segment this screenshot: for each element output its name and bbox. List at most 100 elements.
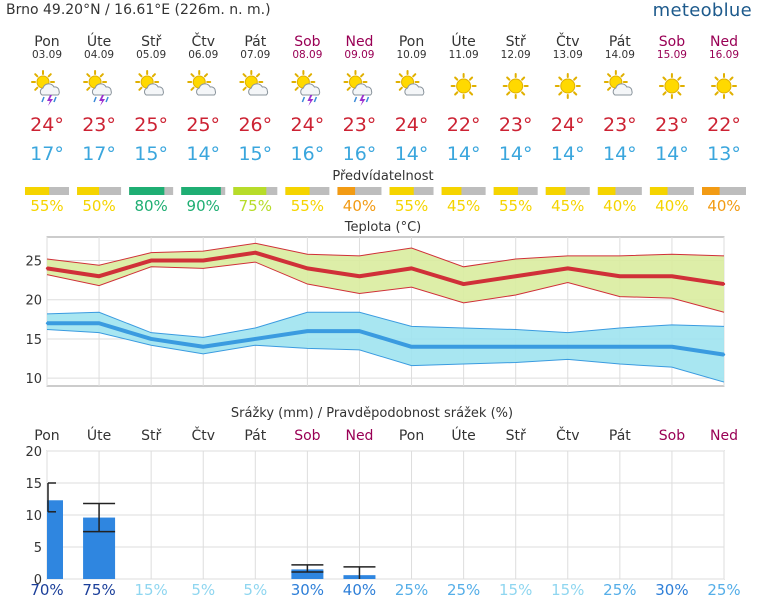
sun-ray xyxy=(294,73,299,78)
predictability-title: Předvídatelnost xyxy=(332,169,433,184)
sun-cloud-thunder-rain-icon xyxy=(343,70,373,106)
rain-drop xyxy=(93,96,97,103)
precipitation-probability: 25% xyxy=(395,581,428,599)
max-temperature: 23° xyxy=(655,114,689,136)
max-temperature: 22° xyxy=(707,114,741,136)
sun-ray xyxy=(138,86,143,91)
min-temperature: 14° xyxy=(655,143,689,165)
sun-ray xyxy=(677,91,682,96)
rain-drop xyxy=(353,96,358,103)
max-temperature: 25° xyxy=(186,114,220,136)
day-name: Čtv xyxy=(191,32,215,50)
tmax-temperature-point xyxy=(358,275,361,278)
max-temperature: 22° xyxy=(447,114,481,136)
tmax-temperature-point xyxy=(97,275,101,278)
rain-drop xyxy=(301,96,306,103)
precipitation-day-name: Ned xyxy=(710,428,738,444)
tmin-temperature-point xyxy=(202,345,205,348)
tmax-temperature-point xyxy=(254,251,257,254)
predictability-bar-track xyxy=(545,187,590,195)
sun-ray xyxy=(454,91,459,96)
precipitation-day-name: Sob xyxy=(659,428,685,444)
brand-logo: meteoblue xyxy=(652,0,752,21)
temperature-tick-label: 20 xyxy=(25,294,42,309)
predictability-bar-fill xyxy=(285,187,310,195)
predictability-value: 55% xyxy=(499,197,532,215)
tmax-temperature-point xyxy=(306,267,309,270)
min-temperature: 14° xyxy=(499,143,533,165)
tmin-temperature-point xyxy=(566,345,569,348)
predictability-bar-track xyxy=(441,187,486,195)
precipitation-day-name: Úte xyxy=(87,426,111,444)
tmin-range-lower xyxy=(46,329,725,383)
predictability-bar-fill xyxy=(545,187,566,195)
precipitation-day-name: Pon xyxy=(399,428,424,444)
tmin-temperature-point xyxy=(722,353,726,356)
sun-ray xyxy=(620,73,625,78)
precipitation-title: Srážky (mm) / Pravděpodobnost srážek (%) xyxy=(231,406,513,421)
min-temperature: 13° xyxy=(707,143,741,165)
predictability-bar-fill xyxy=(181,187,221,195)
tmin-temperature-point xyxy=(462,345,465,348)
day-date: 08.09 xyxy=(292,49,322,61)
sun-ray xyxy=(398,73,403,78)
precipitation-probability: 75% xyxy=(82,581,115,599)
max-temperature: 24° xyxy=(395,114,429,136)
cloud-shape xyxy=(300,83,321,96)
precipitation-probability: 25% xyxy=(707,581,740,599)
day-date: 10.09 xyxy=(397,49,427,61)
precipitation-day-name: Stř xyxy=(506,428,526,444)
precipitation-tick-label: 0 xyxy=(34,573,42,588)
predictability-bar-fill xyxy=(25,187,50,195)
day-date: 04.09 xyxy=(84,49,114,61)
day-date: 16.09 xyxy=(709,49,739,61)
predictability-bar-fill xyxy=(441,187,462,195)
day-name: Ned xyxy=(345,34,373,50)
sun-disc xyxy=(664,78,680,94)
predictability-bar-track xyxy=(649,187,694,195)
predictability-bar-fill xyxy=(649,187,668,195)
max-temperature: 23° xyxy=(499,114,533,136)
rain-drop xyxy=(53,96,57,103)
day-name: Ned xyxy=(710,34,738,50)
sun-ray xyxy=(190,86,195,91)
min-temperature: 14° xyxy=(186,143,220,165)
sun-ray xyxy=(34,73,39,78)
max-temperature: 24° xyxy=(551,114,585,136)
precipitation-probability: 30% xyxy=(291,581,324,599)
cloud-shape xyxy=(248,83,269,96)
sun-ray xyxy=(662,76,667,81)
min-temperature: 14° xyxy=(395,143,429,165)
tmax-range-upper xyxy=(46,242,725,268)
max-temperature: 23° xyxy=(343,114,377,136)
tmin-temperature-line xyxy=(47,321,725,357)
max-temperature: 26° xyxy=(238,114,272,136)
sun-ray xyxy=(360,73,365,78)
rain-drop xyxy=(313,96,318,103)
min-temperature: 16° xyxy=(291,143,325,165)
sun-ray xyxy=(346,73,351,78)
day-date: 03.09 xyxy=(32,49,62,61)
tmax-temperature-point xyxy=(514,275,517,278)
precipitation-bar xyxy=(47,500,63,579)
sun-ray xyxy=(729,91,734,96)
precipitation-day-name: Pát xyxy=(609,428,631,444)
predictability-value: 90% xyxy=(187,197,220,215)
tmin-temperature-point xyxy=(45,322,49,325)
tmax-temperature-point xyxy=(410,267,413,270)
precipitation-probability: 70% xyxy=(30,581,63,599)
sun-ray xyxy=(412,73,417,78)
precipitation-tick-label: 20 xyxy=(25,445,42,460)
day-name: Sob xyxy=(294,34,320,50)
day-name: Pon xyxy=(399,34,424,50)
tmin-temperature-point xyxy=(410,345,413,348)
day-date: 11.09 xyxy=(449,49,479,61)
tmax-range-lower xyxy=(46,261,725,313)
sun-icon xyxy=(711,73,737,99)
predictability-bar-track xyxy=(702,187,746,195)
precipitation-day-name: Sob xyxy=(294,428,320,444)
predictability-value: 55% xyxy=(291,197,324,215)
rain-drop xyxy=(365,96,370,103)
day-date: 09.09 xyxy=(344,49,374,61)
sun-ray xyxy=(190,73,195,78)
